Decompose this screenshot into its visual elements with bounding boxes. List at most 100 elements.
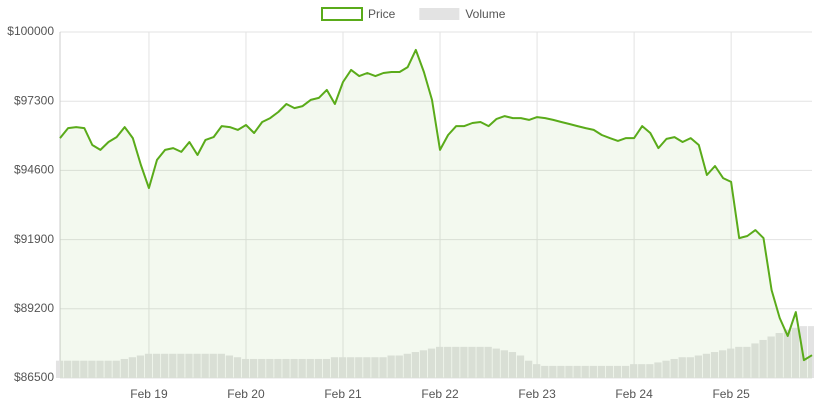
volume-bar [444, 346, 452, 378]
volume-bar [201, 353, 209, 378]
volume-bar [258, 358, 266, 378]
volume-bar [64, 360, 72, 378]
volume-bar [338, 357, 347, 378]
x-tick-label: Feb 19 [130, 387, 168, 401]
volume-bar [670, 358, 678, 378]
volume-bar [541, 365, 549, 378]
volume-bar [395, 355, 403, 378]
volume-bar [144, 353, 153, 378]
volume-bar [120, 358, 128, 378]
volume-bar [314, 358, 322, 378]
y-tick-label: $86500 [14, 370, 54, 384]
volume-bar [80, 360, 88, 378]
volume-bar [419, 350, 428, 378]
volume-bar [379, 357, 387, 378]
volume-bar [638, 364, 646, 378]
volume-bar [565, 365, 573, 378]
volume-bar [403, 353, 411, 378]
volume-bar [533, 364, 541, 378]
volume-bar [573, 365, 581, 378]
volume-bar [549, 365, 557, 378]
volume-bar [775, 333, 783, 378]
volume-bar [193, 353, 201, 378]
volume-bar [355, 357, 363, 378]
volume-bar [662, 360, 670, 378]
volume-bar [330, 357, 339, 378]
volume-bar [621, 365, 630, 378]
y-tick-label: $91900 [14, 232, 54, 246]
volume-bar [282, 358, 290, 378]
volume-bar [387, 355, 395, 378]
legend-label: Price [368, 7, 396, 21]
volume-bar [516, 355, 525, 378]
x-tick-label: Feb 22 [421, 387, 459, 401]
volume-bar [427, 348, 436, 378]
volume-bar [735, 346, 743, 378]
volume-bar [678, 357, 686, 378]
volume-bar [104, 360, 112, 378]
volume-bar [719, 350, 727, 378]
volume-bar [152, 353, 161, 378]
volume-bar [436, 346, 444, 378]
volume-bar [807, 326, 814, 378]
volume-bar [727, 348, 735, 378]
volume-bar [630, 364, 638, 378]
x-tick-label: Feb 21 [324, 387, 362, 401]
volume-bar [88, 360, 96, 378]
volume-bar [613, 365, 622, 378]
volume-bar [524, 360, 533, 378]
volume-bar [791, 327, 800, 378]
volume-bar [233, 357, 242, 378]
volume-bar [217, 353, 225, 378]
volume-bar [484, 346, 492, 378]
legend-label: Volume [465, 7, 505, 21]
volume-bar [654, 362, 662, 378]
volume-bar [322, 358, 331, 378]
volume-bar [306, 358, 314, 378]
volume-bar [161, 353, 169, 378]
volume-bar [710, 352, 719, 378]
price-area [60, 49, 812, 379]
x-tick-label: Feb 24 [615, 387, 653, 401]
volume-bar [597, 365, 605, 378]
volume-bar [646, 364, 654, 378]
volume-bar [411, 352, 420, 378]
volume-bar [136, 355, 145, 378]
volume-bar [177, 353, 185, 378]
volume-bar [589, 365, 597, 378]
y-tick-label: $89200 [14, 301, 54, 315]
volume-bar [169, 353, 177, 378]
volume-bar [581, 365, 589, 378]
volume-bar [55, 360, 64, 378]
volume-bar [209, 353, 217, 378]
volume-bar [500, 350, 508, 378]
volume-bar [347, 357, 355, 378]
y-tick-label: $97300 [14, 93, 54, 107]
volume-bar [751, 343, 759, 378]
volume-bar [452, 346, 460, 378]
x-tick-label: Feb 25 [712, 387, 750, 401]
volume-bar [468, 346, 476, 378]
volume-bar [363, 357, 371, 378]
volume-bar [557, 365, 565, 378]
price-line [59, 48, 813, 362]
volume-bar [508, 352, 517, 378]
y-tick-label: $100000 [7, 24, 54, 38]
legend-swatch [419, 8, 460, 20]
x-tick-label: Feb 20 [227, 387, 265, 401]
y-tick-label: $94600 [14, 163, 54, 177]
volume-bar [492, 348, 500, 378]
volume-bar [686, 357, 694, 378]
volume-bar [298, 358, 306, 378]
volume-bar [112, 360, 120, 378]
x-tick-label: Feb 23 [518, 387, 556, 401]
legend-swatch [321, 7, 363, 21]
volume-bar [290, 358, 298, 378]
volume-bar [225, 355, 234, 378]
volume-bar [476, 346, 484, 378]
volume-bar [605, 365, 614, 378]
volume-bar [371, 357, 379, 378]
volume-bar [250, 358, 258, 378]
volume-bar [702, 353, 711, 378]
